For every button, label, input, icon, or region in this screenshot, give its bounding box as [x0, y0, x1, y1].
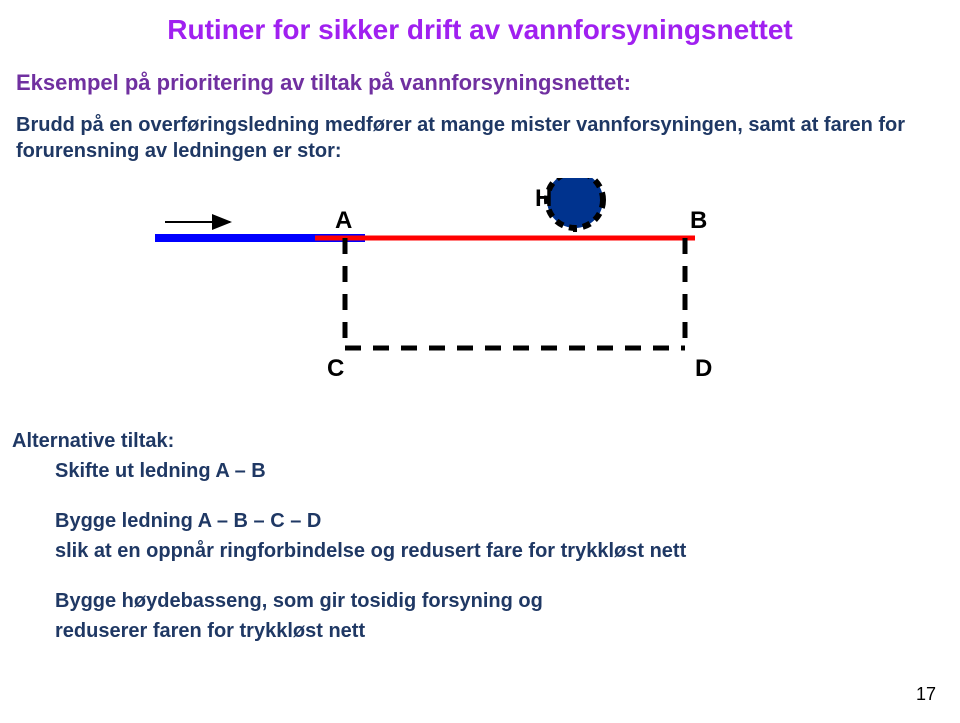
- pipe-diagram: H A B C D: [135, 178, 775, 388]
- page-number: 17: [916, 684, 936, 705]
- label-C: C: [327, 355, 344, 382]
- alt-heading: Alternative tiltak:: [12, 430, 174, 453]
- page-title: Rutiner for sikker drift av vannforsynin…: [0, 14, 960, 46]
- subtitle-example: Eksempel på prioritering av tiltak på va…: [16, 70, 916, 96]
- subtitle-brudd: Brudd på en overføringsledning medfører …: [16, 112, 936, 164]
- label-H: H: [535, 185, 552, 212]
- alt-item-3b: reduserer faren for trykkløst nett: [55, 620, 365, 643]
- alt-item-2b: slik at en oppnår ringforbindelse og red…: [55, 540, 686, 563]
- label-B: B: [690, 207, 707, 234]
- alt-item-3a: Bygge høydebasseng, som gir tosidig fors…: [55, 590, 543, 613]
- tank-circle: [547, 178, 603, 228]
- alt-item-1: Skifte ut ledning A – B: [55, 460, 266, 483]
- label-A: A: [335, 207, 352, 234]
- alt-item-2a: Bygge ledning A – B – C – D: [55, 510, 321, 533]
- label-D: D: [695, 355, 712, 382]
- diagram-container: H A B C D: [135, 178, 775, 388]
